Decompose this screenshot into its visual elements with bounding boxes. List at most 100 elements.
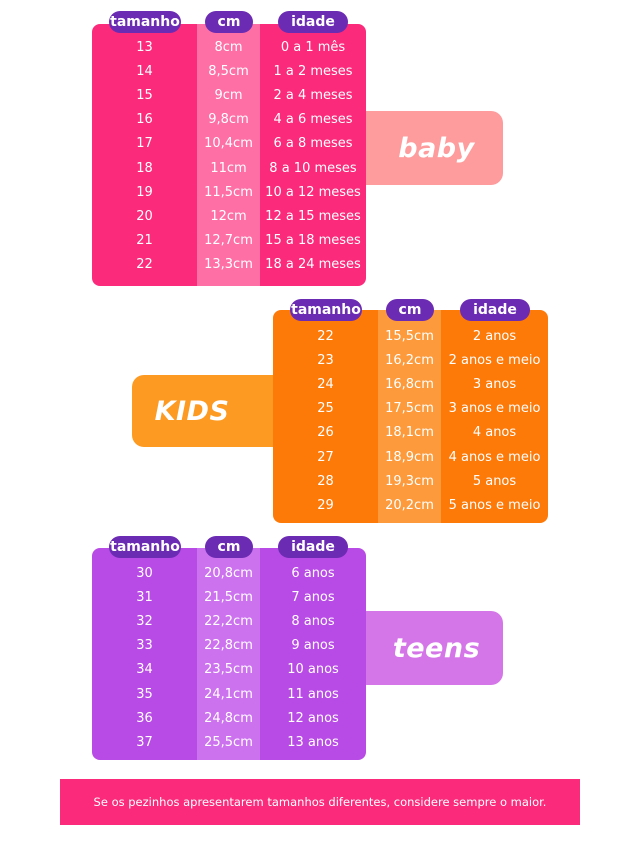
baby-rows: 13 8cm 0 a 1 mês 14 8,5cm 1 a 2 meses 15 9cm 2… — [92, 35, 366, 277]
size-cell: 13 — [136, 39, 153, 55]
size-cell: 35 — [136, 686, 153, 702]
kids-cm-column-bg — [378, 310, 441, 523]
table-row: 24 16,8cm 3 anos — [273, 372, 548, 396]
table-row: 14 8,5cm 1 a 2 meses — [92, 59, 366, 83]
table-row: 26 18,1cm 4 anos — [273, 421, 548, 445]
age-cell: 13 anos — [287, 734, 339, 750]
size-cell: 31 — [136, 589, 153, 605]
cm-cell: 12,7cm — [204, 233, 253, 249]
kids-header-size: tamanho — [290, 299, 362, 321]
age-cell: 4 anos e meio — [448, 449, 541, 465]
size-cell: 15 — [136, 87, 153, 103]
teens-size-table: 30 20,8cm 6 anos 31 21,5cm 7 anos 32 22,2cm 8 … — [92, 548, 366, 760]
cm-cell: 18,9cm — [385, 449, 434, 465]
cm-cell: 8,5cm — [208, 63, 249, 79]
age-cell: 3 anos e meio — [448, 401, 541, 417]
table-row: 33 22,8cm 9 anos — [92, 634, 366, 658]
table-row: 19 11,5cm 10 a 12 meses — [92, 180, 366, 204]
age-cell: 1 a 2 meses — [273, 63, 353, 79]
size-cell: 32 — [136, 613, 153, 629]
size-cell: 30 — [136, 565, 153, 581]
cm-cell: 8cm — [214, 39, 243, 55]
age-cell: 8 anos — [291, 613, 335, 629]
teens-header-size: tamanho — [109, 536, 181, 558]
age-cell: 18 a 24 meses — [265, 257, 361, 273]
size-cell: 24 — [317, 376, 334, 392]
kids-header-cm: cm — [386, 299, 434, 321]
age-cell: 6 a 8 meses — [273, 136, 353, 152]
cm-cell: 15,5cm — [385, 328, 434, 344]
age-cell: 10 anos — [287, 662, 339, 678]
table-row: 34 23,5cm 10 anos — [92, 658, 366, 682]
size-cell: 14 — [136, 63, 153, 79]
size-cell: 27 — [317, 449, 334, 465]
cm-cell: 17,5cm — [385, 401, 434, 417]
table-row: 18 11cm 8 a 10 meses — [92, 156, 366, 180]
size-cell: 33 — [136, 638, 153, 654]
baby-header-size: tamanho — [109, 11, 181, 33]
footer-note: Se os pezinhos apresentarem tamanhos dif… — [60, 779, 580, 825]
cm-cell: 19,3cm — [385, 473, 434, 489]
table-row: 25 17,5cm 3 anos e meio — [273, 397, 548, 421]
age-cell: 12 anos — [287, 710, 339, 726]
age-cell: 5 anos e meio — [448, 497, 541, 513]
table-row: 27 18,9cm 4 anos e meio — [273, 445, 548, 469]
table-row: 31 21,5cm 7 anos — [92, 585, 366, 609]
size-cell: 25 — [317, 401, 334, 417]
table-row: 28 19,3cm 5 anos — [273, 469, 548, 493]
age-cell: 2 a 4 meses — [273, 87, 353, 103]
age-cell: 4 a 6 meses — [273, 112, 353, 128]
table-row: 23 16,2cm 2 anos e meio — [273, 348, 548, 372]
cm-cell: 21,5cm — [204, 589, 253, 605]
size-cell: 36 — [136, 710, 153, 726]
table-row: 22 13,3cm 18 a 24 meses — [92, 253, 366, 277]
age-cell: 12 a 15 meses — [265, 208, 361, 224]
size-cell: 29 — [317, 497, 334, 513]
teens-header-age: idade — [278, 536, 348, 558]
size-cell: 17 — [136, 136, 153, 152]
baby-cm-column-bg — [197, 24, 260, 286]
teens-rows: 30 20,8cm 6 anos 31 21,5cm 7 anos 32 22,2cm 8 … — [92, 561, 366, 755]
table-row: 37 25,5cm 13 anos — [92, 730, 366, 754]
age-cell: 8 a 10 meses — [269, 160, 357, 176]
cm-cell: 11,5cm — [204, 184, 253, 200]
cm-cell: 9cm — [214, 87, 243, 103]
age-cell: 7 anos — [291, 589, 335, 605]
size-cell: 18 — [136, 160, 153, 176]
table-row: 17 10,4cm 6 a 8 meses — [92, 132, 366, 156]
size-cell: 34 — [136, 662, 153, 678]
kids-badge: KIDS — [132, 375, 292, 447]
age-cell: 4 anos — [472, 425, 517, 441]
size-cell: 22 — [136, 257, 153, 273]
age-cell: 11 anos — [287, 686, 339, 702]
size-cell: 23 — [317, 352, 334, 368]
kids-header-age: idade — [460, 299, 530, 321]
size-cell: 37 — [136, 734, 153, 750]
age-cell: 2 anos — [472, 328, 517, 344]
cm-cell: 9,8cm — [208, 112, 249, 128]
age-cell: 15 a 18 meses — [265, 233, 361, 249]
size-cell: 21 — [136, 233, 153, 249]
size-cell: 20 — [136, 208, 153, 224]
cm-cell: 25,5cm — [204, 734, 253, 750]
table-row: 16 9,8cm 4 a 6 meses — [92, 108, 366, 132]
age-cell: 6 anos — [291, 565, 335, 581]
baby-header-age: idade — [278, 11, 348, 33]
age-cell: 9 anos — [291, 638, 335, 654]
cm-cell: 22,8cm — [204, 638, 253, 654]
size-cell: 19 — [136, 184, 153, 200]
table-row: 20 12cm 12 a 15 meses — [92, 204, 366, 228]
table-row: 36 24,8cm 12 anos — [92, 706, 366, 730]
age-cell: 0 a 1 mês — [280, 39, 346, 55]
table-row: 35 24,1cm 11 anos — [92, 682, 366, 706]
cm-cell: 24,1cm — [204, 686, 253, 702]
age-cell: 5 anos — [472, 473, 517, 489]
teens-cm-column-bg — [197, 548, 260, 760]
cm-cell: 16,8cm — [385, 376, 434, 392]
cm-cell: 16,2cm — [385, 352, 434, 368]
table-row: 15 9cm 2 a 4 meses — [92, 83, 366, 107]
cm-cell: 23,5cm — [204, 662, 253, 678]
table-row: 32 22,2cm 8 anos — [92, 609, 366, 633]
kids-size-table: 22 15,5cm 2 anos 23 16,2cm 2 anos e meio 24 1… — [273, 310, 548, 523]
cm-cell: 11cm — [210, 160, 247, 176]
